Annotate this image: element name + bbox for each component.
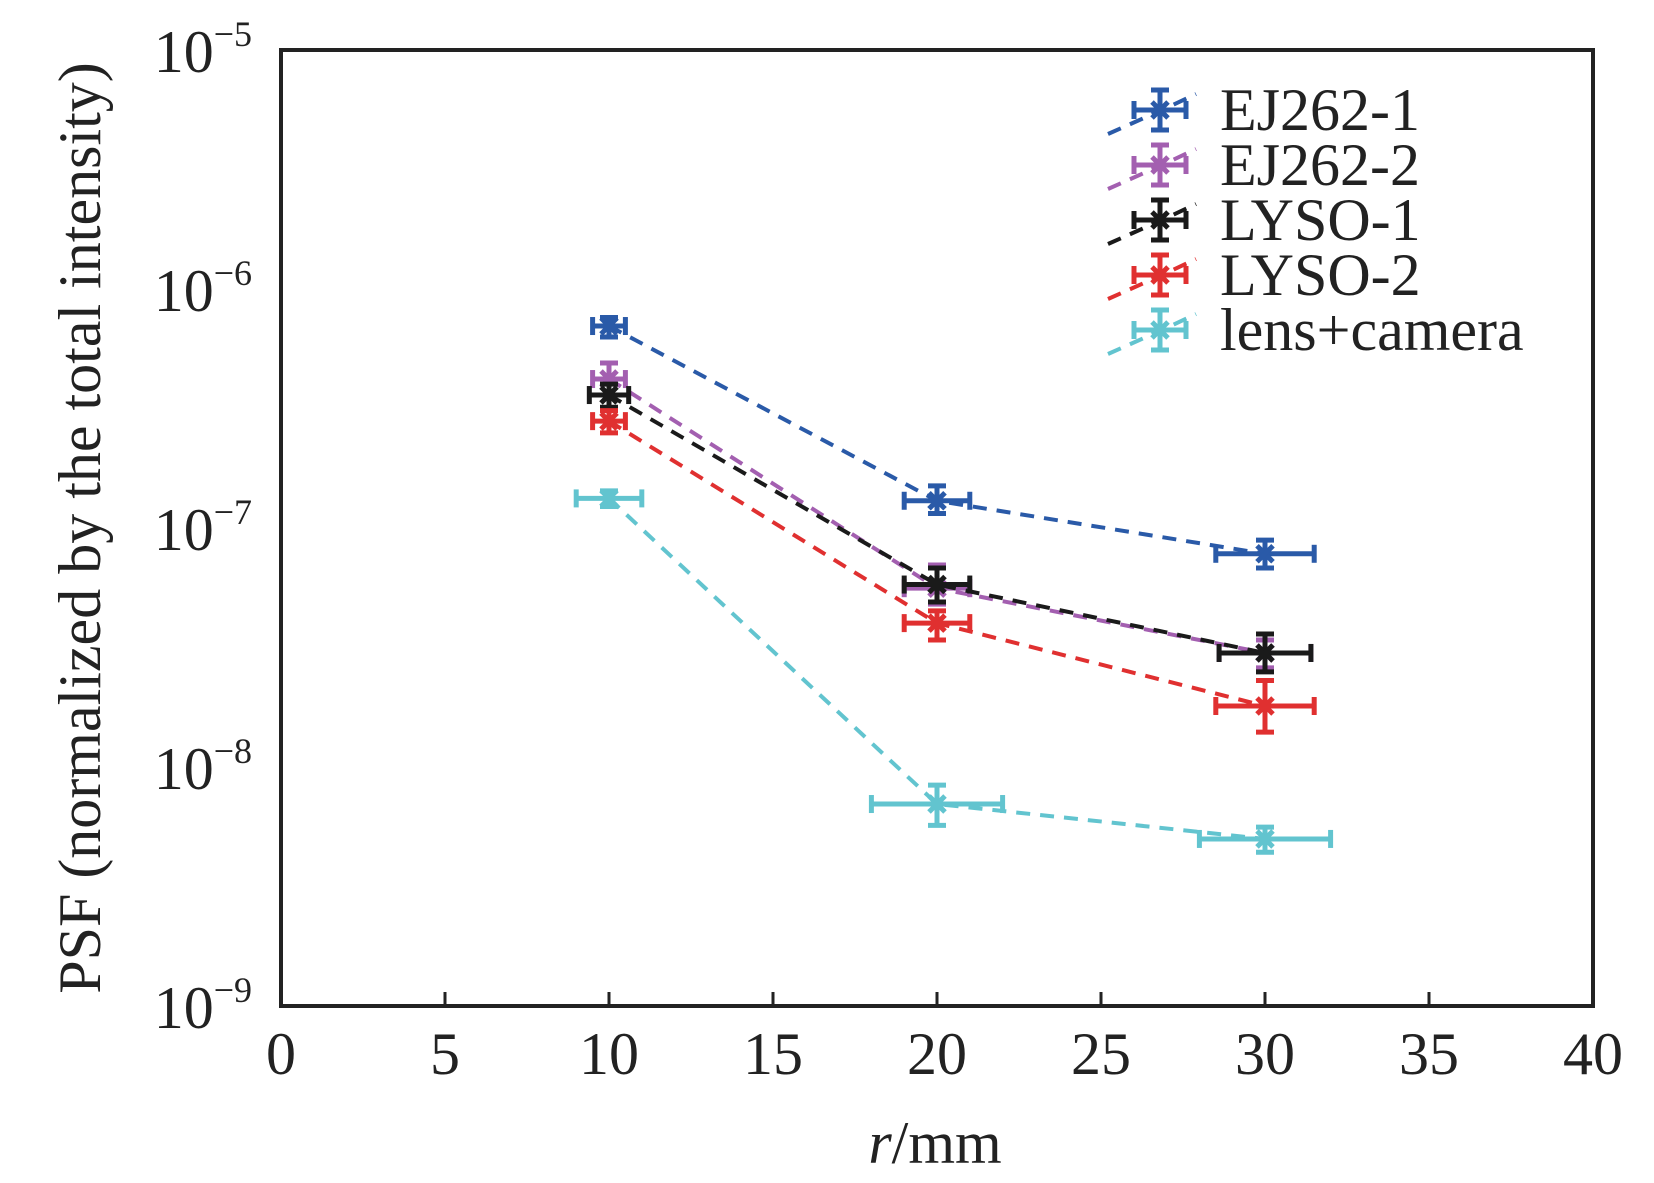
x-tick-label-40: 40 xyxy=(1563,1021,1623,1087)
legend-item-lens-camera: lens+camera xyxy=(1107,297,1524,363)
point-marker xyxy=(927,613,947,633)
point-marker xyxy=(599,488,619,509)
x-tick-label-20: 20 xyxy=(907,1021,967,1087)
y-tick-base: 10 xyxy=(154,736,214,802)
series-lyso-2 xyxy=(590,408,1317,735)
x-axis-title-unit: /mm xyxy=(892,1110,1002,1176)
legend-label-lens-camera: lens+camera xyxy=(1220,297,1524,363)
legend-label-ej262-2: EJ262-2 xyxy=(1220,132,1420,198)
data-point-lyso-1 xyxy=(901,565,973,605)
point-marker xyxy=(927,794,947,814)
legend-label-lyso-2: LYSO-2 xyxy=(1220,242,1421,308)
y-tick-exponent: −8 xyxy=(214,731,252,771)
x-tick-label-15: 15 xyxy=(743,1021,803,1087)
y-axis-title: PSF (normalized by the total intensity) xyxy=(47,62,113,994)
legend-marker-ej262-1 xyxy=(1150,100,1170,120)
x-tick-label-10: 10 xyxy=(579,1021,639,1087)
series-line-lyso-1 xyxy=(607,393,1266,655)
x-tick-label-25: 25 xyxy=(1071,1021,1131,1087)
legend-item-ej262-2: EJ262-2 xyxy=(1107,132,1420,198)
x-tick-label-35: 35 xyxy=(1399,1021,1459,1087)
point-marker xyxy=(1255,544,1275,564)
point-marker xyxy=(1255,829,1275,849)
legend-label-lyso-1: LYSO-1 xyxy=(1220,187,1421,253)
y-tick-exponent: −6 xyxy=(214,253,252,293)
y-tick-exponent: −9 xyxy=(214,970,252,1010)
x-tick-label-5: 5 xyxy=(430,1021,460,1087)
y-tick-exponent: −5 xyxy=(214,14,252,54)
data-point-ej262-1 xyxy=(1213,537,1317,571)
x-axis-title-italic: r xyxy=(868,1110,892,1176)
point-marker xyxy=(927,490,947,511)
legend-marker-lyso-1 xyxy=(1150,210,1170,230)
data-point-ej262-1 xyxy=(901,483,973,516)
data-point-lens-camera xyxy=(1196,824,1334,855)
legend-marker-ej262-2 xyxy=(1150,155,1170,175)
point-marker xyxy=(599,385,619,405)
legend-label-ej262-1: EJ262-1 xyxy=(1220,77,1420,143)
point-marker xyxy=(599,411,619,431)
legend-item-lyso-2: LYSO-2 xyxy=(1107,242,1421,308)
x-tick-label-0: 0 xyxy=(266,1021,296,1087)
y-tick-base: 10 xyxy=(154,975,214,1041)
point-marker xyxy=(927,574,947,595)
data-point-lyso-2 xyxy=(590,408,628,436)
series-line-ej262-1 xyxy=(608,324,1266,556)
point-marker xyxy=(1255,696,1275,716)
series-ej262-1 xyxy=(590,314,1317,571)
legend-marker-lyso-2 xyxy=(1150,265,1170,285)
y-tick-base: 10 xyxy=(154,258,214,324)
data-point-lens-camera xyxy=(868,782,1006,828)
y-tick-label-9: 10−9 xyxy=(154,970,252,1041)
y-tick-label-6: 10−6 xyxy=(154,253,252,324)
x-tick-label-30: 30 xyxy=(1235,1021,1295,1087)
y-tick-label-7: 10−7 xyxy=(154,492,252,563)
data-point-ej262-1 xyxy=(590,314,628,340)
legend-marker-lens-camera xyxy=(1150,320,1170,340)
point-marker xyxy=(599,316,619,336)
x-axis-title: r/mm xyxy=(868,1110,1001,1176)
data-point-lens-camera xyxy=(573,488,645,510)
data-point-lyso-2 xyxy=(901,608,973,643)
series-lens-camera xyxy=(573,488,1334,855)
series-layer xyxy=(573,314,1334,855)
point-marker xyxy=(1255,643,1275,663)
y-tick-base: 10 xyxy=(154,19,214,85)
series-line-lens-camera xyxy=(607,496,1266,841)
data-point-lyso-1 xyxy=(1216,631,1314,675)
data-point-lyso-1 xyxy=(586,381,632,410)
y-tick-base: 10 xyxy=(154,497,214,563)
y-tick-label-5: 10−5 xyxy=(154,14,252,85)
series-lyso-1 xyxy=(586,381,1314,675)
legend-item-lyso-1: LYSO-1 xyxy=(1107,187,1421,253)
legend-item-ej262-1: EJ262-1 xyxy=(1107,77,1420,143)
y-tick-exponent: −7 xyxy=(214,492,252,532)
y-tick-label-8: 10−8 xyxy=(154,731,252,802)
data-point-lyso-2 xyxy=(1213,678,1317,735)
